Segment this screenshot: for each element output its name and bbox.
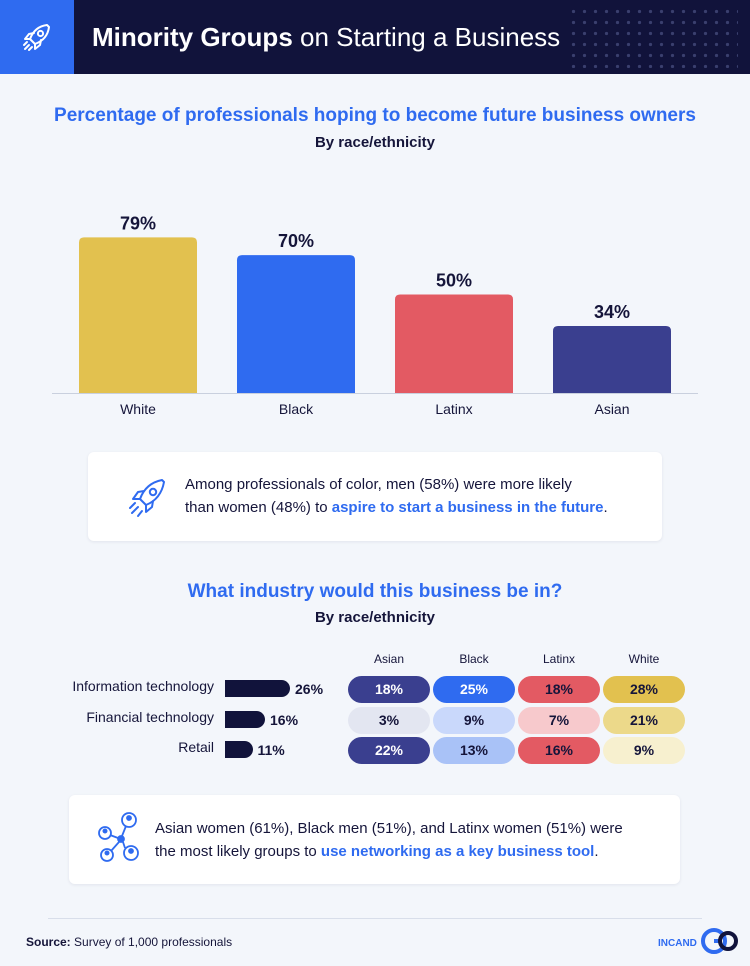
chart1-subtitle: By race/ethnicity [314, 134, 436, 151]
table-cell-pill: 18% [518, 676, 600, 703]
callout-aspire: Among professionals of color, men (58%) … [88, 452, 662, 541]
table-cell-pill: 7% [518, 707, 600, 734]
bar-white [79, 237, 197, 393]
industry-value-label: 11% [257, 742, 285, 758]
header-icon-box [0, 0, 74, 74]
industry-label: Financial technology [86, 709, 214, 725]
bar-black [237, 255, 355, 393]
category-label: Asian [594, 401, 629, 417]
page-title: Minority Groups on Starting a Business [92, 22, 561, 52]
bar-value-label: 70% [278, 231, 314, 251]
table-cell-pill: 3% [348, 707, 430, 734]
chart2-title: What industry would this business be in? [187, 581, 563, 602]
header-bar: Minority Groups on Starting a Business [0, 0, 750, 74]
rocket-icon [23, 24, 50, 51]
callout-aspire-text: Among professionals of color, men (58%) … [185, 476, 608, 516]
bar-value-label: 34% [594, 302, 630, 322]
table-cell-pill: 18% [348, 676, 430, 703]
bar-asian [553, 326, 671, 393]
category-label: White [120, 401, 156, 417]
table-cell-pill: 25% [433, 676, 515, 703]
industry-value-label: 26% [295, 681, 324, 697]
column-header-black: Black [459, 652, 489, 666]
decorative-dot-pattern [568, 6, 738, 68]
industry-bar [225, 741, 253, 758]
table-cell-pill: 13% [433, 737, 515, 764]
logo-text: INCAND [658, 938, 697, 949]
chart1-title: Percentage of professionals hoping to be… [54, 105, 696, 126]
table-cell-pill: 9% [603, 737, 685, 764]
industry-bar [225, 680, 290, 697]
table-cell-pill: 9% [433, 707, 515, 734]
industry-bar [225, 711, 265, 728]
column-header-latinx: Latinx [542, 652, 576, 666]
rocket-icon [129, 479, 165, 517]
industry-label: Retail [178, 739, 214, 755]
callout-networking-text: Asian women (61%), Black men (51%), and … [155, 820, 623, 860]
column-header-white: White [628, 652, 660, 666]
footer-divider [48, 918, 702, 919]
table-cell-pill: 16% [518, 737, 600, 764]
table-cell-pill: 22% [348, 737, 430, 764]
table-cell-pill: 21% [603, 707, 685, 734]
bar-value-label: 50% [436, 271, 472, 291]
category-label: Latinx [435, 401, 472, 417]
callout-networking: Asian women (61%), Black men (51%), and … [69, 795, 680, 884]
industry-label: Information technology [72, 678, 214, 694]
bar-value-label: 79% [120, 213, 156, 233]
industry-value-label: 16% [270, 712, 299, 728]
table-cell-pill: 28% [603, 676, 685, 703]
column-header-asian: Asian [373, 652, 405, 666]
bar-latinx [395, 294, 513, 393]
incandgo-logo: INCAND [658, 928, 738, 954]
network-icon [98, 812, 139, 862]
bar-chart: 79% White 70% Black 50% Latinx 34% Asian [52, 213, 698, 417]
source-note: Source: Survey of 1,000 professionals [26, 935, 233, 949]
chart2-subtitle: By race/ethnicity [314, 609, 436, 626]
category-label: Black [279, 401, 314, 417]
